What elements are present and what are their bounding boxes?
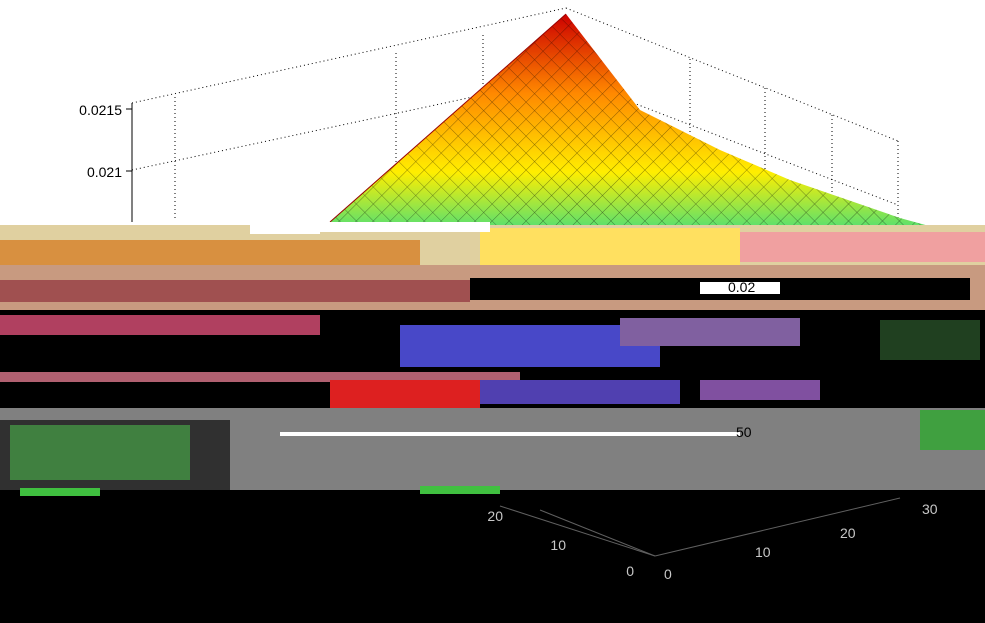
glitch-band xyxy=(700,380,820,400)
glitch-band xyxy=(480,380,680,404)
glitch-band xyxy=(480,228,740,268)
y-tick-label: 20 xyxy=(487,508,503,524)
z-tick-label: 0.021 xyxy=(87,164,122,180)
floor-edge xyxy=(539,509,656,557)
glitch-band xyxy=(620,318,800,346)
surface-ridge xyxy=(329,13,567,223)
glitch-band xyxy=(330,380,480,410)
glitch-band xyxy=(0,315,320,335)
z-axis xyxy=(126,103,133,222)
glitch-band xyxy=(20,488,100,496)
y-axis-line xyxy=(499,505,656,557)
surface-mesh xyxy=(330,14,980,240)
tick-labels: 0.0215 0.021 0.02 50 0 10 20 0 10 20 30 xyxy=(79,102,938,582)
surface-upper xyxy=(329,13,980,240)
x-axis-line xyxy=(654,497,901,557)
glitch-band xyxy=(320,222,490,232)
glitch-band xyxy=(0,280,470,302)
stray-label: 0.02 xyxy=(728,279,755,295)
glitch-band xyxy=(10,425,190,480)
x-tick-label: 10 xyxy=(755,544,771,560)
z-tick-label: 0.0215 xyxy=(79,102,122,118)
back-box xyxy=(131,7,899,225)
glitch-band xyxy=(740,232,985,262)
y-tick-label: 0 xyxy=(626,563,634,579)
glitch-band xyxy=(400,325,660,367)
x-tick-label: 20 xyxy=(840,525,856,541)
glitch-band xyxy=(0,372,520,382)
glitch-band xyxy=(0,240,420,265)
glitch-band xyxy=(250,222,320,234)
glitch-band xyxy=(920,410,985,450)
x-tick-label: 30 xyxy=(922,501,938,517)
glitch-band xyxy=(700,282,780,294)
glitch-region xyxy=(0,222,985,623)
x-tick-label: 0 xyxy=(664,566,672,582)
glitch-band xyxy=(280,432,740,436)
y-tick-label: 10 xyxy=(550,537,566,553)
floor-axes xyxy=(499,497,901,557)
glitch-band xyxy=(420,486,500,494)
grid-line xyxy=(565,76,899,206)
stray-label: 50 xyxy=(736,424,752,440)
glitch-band xyxy=(880,320,980,360)
glitch-band xyxy=(0,490,985,623)
